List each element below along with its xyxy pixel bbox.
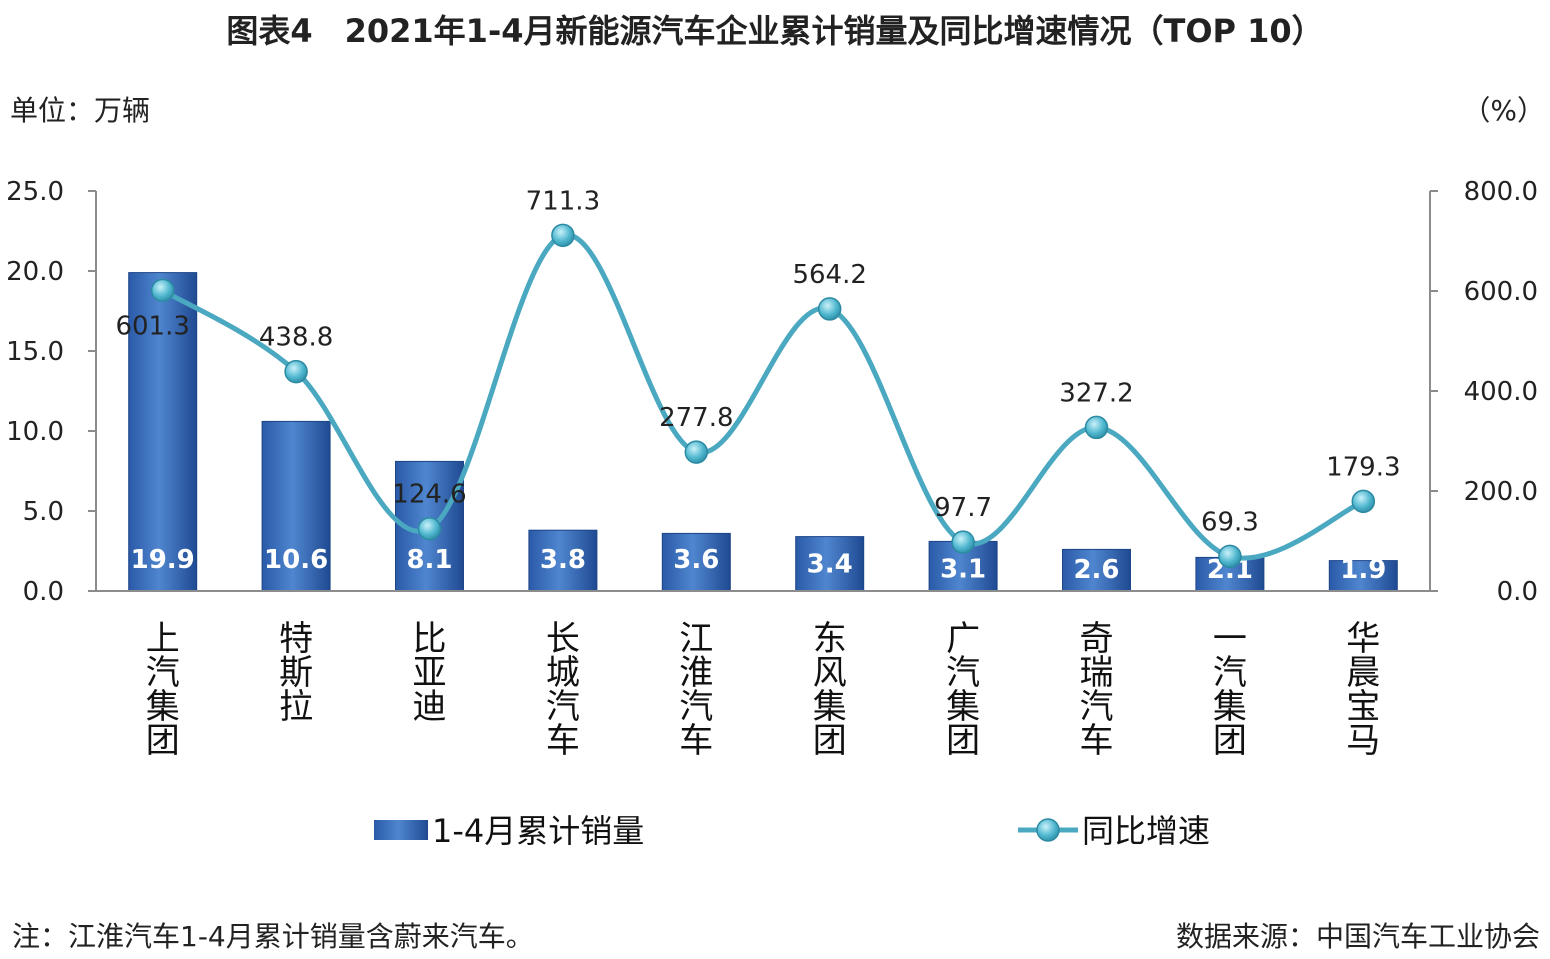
bar — [661, 532, 731, 592]
footnote: 注：江淮汽车1-4月累计销量含蔚来汽车。 — [12, 920, 534, 953]
left-tick-label: 0.0 — [23, 577, 64, 607]
line-data-label: 124.6 — [392, 480, 466, 510]
legend: 1-4月累计销量 同比增速 — [374, 812, 1210, 850]
bar-data-label: 3.6 — [673, 545, 719, 575]
left-tick-label: 10.0 — [6, 417, 64, 447]
line-point — [817, 297, 842, 321]
line-data-label: 601.3 — [115, 311, 189, 341]
right-axis: 0.0 200.0 400.0 600.0 800.0 — [1430, 177, 1538, 607]
bar-data-label: 1.9 — [1340, 555, 1386, 585]
line-data-label: 564.2 — [792, 260, 866, 290]
bar — [528, 529, 598, 592]
data-source: 数据来源：中国汽车工业协会 — [1176, 920, 1540, 953]
line-point — [1084, 415, 1109, 440]
line-data-label: 711.3 — [526, 186, 600, 216]
bar-data-label: 3.1 — [940, 554, 986, 584]
line-point — [150, 278, 175, 303]
legend-bar-label: 1-4月累计销量 — [432, 812, 644, 850]
category-label: 广汽集团 — [946, 619, 980, 761]
category-label: 特斯拉 — [279, 619, 313, 727]
bar-data-label: 19.9 — [131, 545, 195, 575]
left-tick-label: 20.0 — [6, 257, 64, 287]
left-tick-label: 5.0 — [23, 497, 64, 527]
category-label: 奇瑞汽车 — [1080, 619, 1114, 761]
line-data-label: 438.8 — [259, 323, 333, 353]
line-series: 601.3 438.8 124.6 711.3 277.8 564.2 97.7 327.2 6… — [115, 186, 1401, 569]
bar-data-label: 3.4 — [807, 550, 853, 580]
bar — [128, 272, 198, 592]
right-tick-label: 400.0 — [1464, 377, 1538, 407]
right-tick-label: 0.0 — [1497, 577, 1538, 607]
growth-line — [161, 232, 1365, 561]
left-tick-label: 25.0 — [6, 177, 64, 207]
category-label: 华晨宝马 — [1346, 619, 1380, 761]
category-label: 比亚迪 — [413, 619, 447, 727]
left-tick-label: 15.0 — [6, 337, 64, 367]
bar-data-label: 10.6 — [264, 545, 328, 575]
line-data-label: 97.7 — [934, 493, 992, 523]
line-point — [951, 530, 975, 554]
left-axis: 0.0 5.0 10.0 15.0 20.0 25.0 — [6, 177, 96, 607]
category-label: 江淮汽车 — [679, 619, 713, 761]
line-point — [551, 223, 575, 248]
category-label: 一汽集团 — [1213, 619, 1247, 761]
bar-data-label: 3.8 — [540, 545, 586, 575]
bar-data-label: 2.6 — [1073, 555, 1119, 585]
bar — [261, 420, 331, 592]
bar — [795, 536, 865, 592]
category-label: 上汽集团 — [146, 619, 180, 761]
line-point — [417, 516, 442, 541]
legend-line-marker — [1036, 818, 1060, 842]
chart-title: 图表4 2021年1-4月新能源汽车企业累计销量及同比增速情况（TOP 10） — [226, 12, 1323, 50]
right-tick-label: 200.0 — [1464, 477, 1538, 507]
line-point — [684, 440, 709, 464]
line-data-label: 327.2 — [1059, 378, 1133, 408]
line-point — [284, 359, 308, 384]
right-tick-label: 800.0 — [1464, 177, 1538, 207]
line-data-label: 277.8 — [659, 403, 733, 433]
right-tick-label: 600.0 — [1464, 277, 1538, 307]
line-point — [1351, 489, 1376, 514]
line-point — [1218, 544, 1242, 569]
bar-data-label: 8.1 — [406, 545, 452, 575]
bar — [1328, 560, 1398, 592]
line-data-label: 69.3 — [1201, 507, 1259, 537]
legend-line-label: 同比增速 — [1082, 812, 1210, 850]
category-label: 东风集团 — [813, 619, 847, 761]
category-axis: 上汽集团 特斯拉 比亚迪 长城汽车 江淮汽车 东风集团 广汽集团 奇瑞汽车 一汽集团 华晨宝马 — [146, 619, 1381, 761]
category-label: 长城汽车 — [546, 619, 580, 761]
bar-series: 19.9 10.6 8.1 3.8 3.6 3.4 3.1 2.6 2.1 1.9 — [128, 272, 1398, 592]
right-axis-unit: （%） — [1462, 94, 1545, 127]
legend-bar-swatch — [374, 820, 428, 840]
bar — [1062, 548, 1131, 592]
line-data-label: 179.3 — [1326, 452, 1400, 482]
left-axis-unit: 单位：万辆 — [10, 94, 150, 127]
